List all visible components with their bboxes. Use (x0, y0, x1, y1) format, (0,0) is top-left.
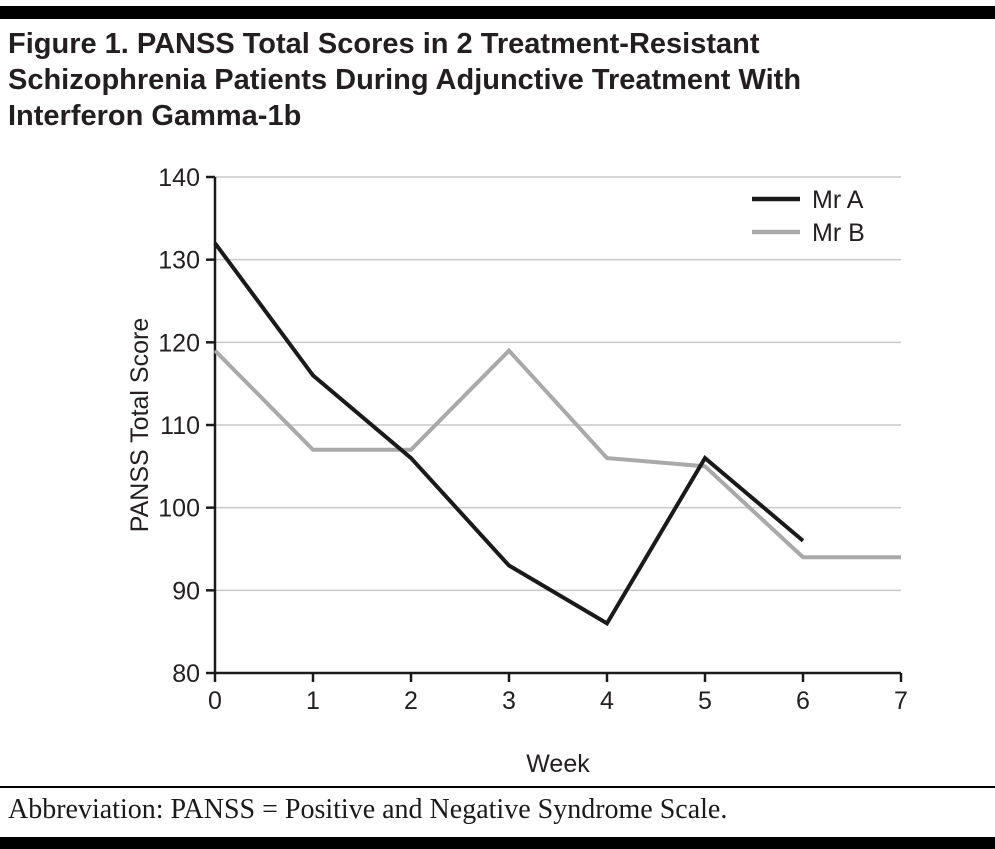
legend: Mr A Mr B (752, 186, 865, 247)
abbreviation-note: Abbreviation: PANSS = Positive and Negat… (8, 794, 728, 825)
figure-title-line-2: Schizophrenia Patients During Adjunctive… (8, 64, 802, 96)
x-tick-label: 2 (404, 687, 418, 715)
figure-title-line-3: Interferon Gamma-1b (8, 100, 302, 132)
chart-svg: 80 90 100 110 120 130 140 0 1 2 3 4 5 6 7 Week PANSS Tot… (126, 164, 908, 778)
x-axis-ticks: 0 1 2 3 4 5 6 7 (208, 673, 908, 715)
gridlines (215, 176, 901, 592)
y-tick-label: 110 (160, 412, 200, 440)
y-tick-label: 100 (158, 495, 200, 523)
x-tick-label: 1 (306, 687, 320, 715)
figure-title-line-1: Figure 1. PANSS Total Scores in 2 Treatm… (8, 28, 760, 60)
x-tick-label: 4 (600, 687, 614, 715)
y-tick-label: 120 (158, 329, 200, 357)
footnote-rule (0, 786, 995, 788)
series-mr-a (213, 241, 805, 627)
x-tick-label: 5 (698, 687, 712, 715)
legend-label: Mr B (812, 219, 865, 247)
x-tick-label: 3 (502, 687, 516, 715)
y-axis-label: PANSS Total Score (126, 318, 154, 532)
series-mr-b (213, 347, 901, 560)
y-tick-label: 90 (172, 577, 200, 605)
bottom-rule (0, 837, 995, 849)
y-axis-ticks: 80 90 100 110 120 130 140 (158, 164, 215, 688)
legend-label: Mr A (812, 186, 864, 214)
x-tick-label: 7 (894, 687, 908, 715)
y-tick-label: 80 (172, 660, 200, 688)
figure-title: Figure 1. PANSS Total Scores in 2 Treatm… (8, 26, 801, 134)
top-rule (0, 6, 995, 19)
y-tick-label: 130 (158, 247, 200, 275)
x-tick-label: 6 (796, 687, 810, 715)
panss-line-chart: 80 90 100 110 120 130 140 0 1 2 3 4 5 6 7 Week PANSS Tot… (0, 150, 995, 785)
x-axis-label: Week (526, 750, 590, 778)
x-tick-label: 0 (208, 687, 222, 715)
y-tick-label: 140 (158, 164, 200, 192)
